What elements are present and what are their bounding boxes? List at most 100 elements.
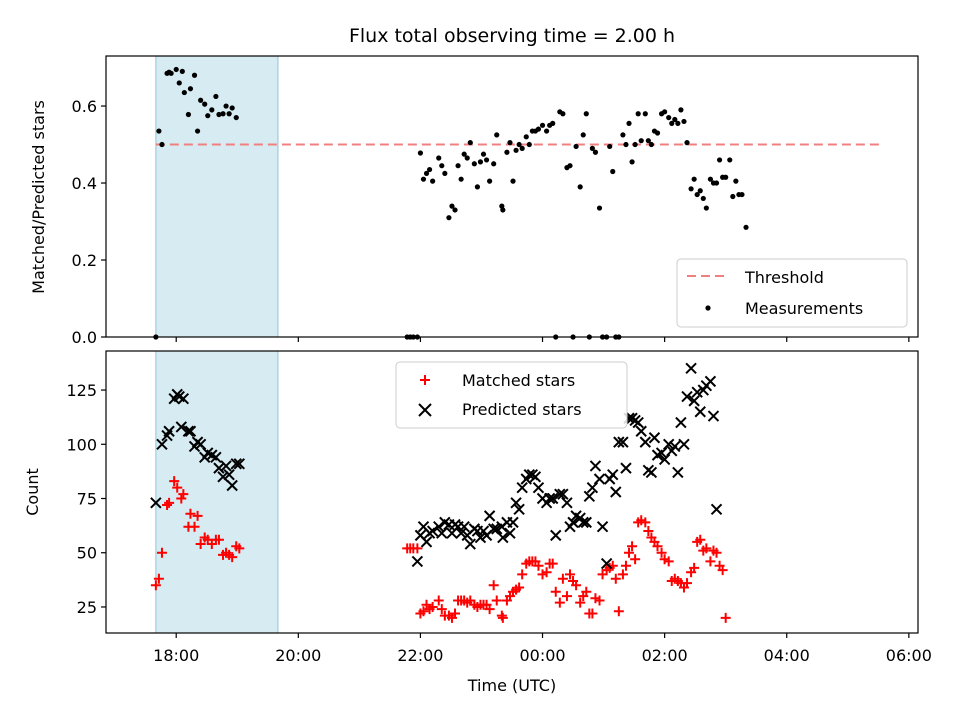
measurement-point bbox=[477, 159, 484, 165]
matched-stars-point bbox=[627, 541, 638, 552]
matched-stars-point bbox=[450, 608, 461, 619]
matched-stars-point bbox=[496, 610, 507, 621]
matched-stars-point bbox=[571, 580, 582, 591]
measurement-point bbox=[519, 145, 525, 151]
measurement-point bbox=[592, 149, 599, 155]
predicted-stars-point bbox=[230, 458, 242, 470]
matched-stars-point bbox=[550, 586, 561, 597]
measurement-point bbox=[694, 191, 700, 198]
predicted-stars-point bbox=[554, 488, 566, 500]
measurement-point bbox=[159, 141, 165, 148]
measurement-point bbox=[209, 107, 215, 113]
measurement-point bbox=[191, 72, 198, 78]
top-y-tick-label: 0.2 bbox=[72, 251, 97, 270]
predicted-stars-point bbox=[694, 406, 706, 418]
measurement-point bbox=[452, 207, 458, 213]
predicted-stars-point bbox=[678, 438, 690, 450]
measurement-point bbox=[507, 140, 513, 146]
measurement-point bbox=[461, 151, 467, 157]
predicted-stars-point bbox=[600, 557, 613, 570]
predicted-stars-point bbox=[586, 481, 599, 494]
measurement-point bbox=[216, 111, 222, 118]
top-y-tick-label: 0.0 bbox=[72, 328, 97, 347]
matched-stars-point bbox=[652, 541, 663, 552]
measurement-point bbox=[423, 170, 430, 177]
predicted-stars-point bbox=[474, 531, 487, 544]
predicted-stars-point bbox=[220, 460, 232, 472]
predicted-stars-point bbox=[639, 436, 652, 448]
matched-stars-point bbox=[436, 604, 447, 615]
measurement-point bbox=[487, 178, 493, 184]
measurement-point bbox=[669, 120, 675, 126]
measurement-point bbox=[179, 68, 185, 74]
measurement-point bbox=[626, 120, 632, 126]
predicted-stars-point bbox=[675, 416, 687, 429]
bottom-y-tick-label: 75 bbox=[77, 490, 97, 509]
predicted-stars-point bbox=[411, 555, 424, 568]
matched-stars-point bbox=[418, 606, 429, 617]
predicted-stars-point bbox=[658, 453, 671, 466]
matched-stars-point bbox=[624, 547, 635, 558]
measurement-point bbox=[220, 111, 226, 117]
predicted-stars-point bbox=[645, 466, 658, 479]
predicted-stars-point bbox=[458, 521, 470, 533]
matched-stars-point bbox=[533, 560, 544, 571]
matched-stars-point bbox=[643, 526, 654, 537]
matched-stars-point bbox=[561, 591, 572, 602]
measurement-point bbox=[654, 130, 661, 136]
measurement-point bbox=[543, 128, 550, 134]
measurement-point bbox=[700, 195, 706, 202]
measurement-point bbox=[426, 166, 433, 173]
predicted-stars-point bbox=[669, 440, 681, 453]
predicted-stars-point bbox=[688, 395, 700, 407]
bottom-y-tick-label: 50 bbox=[77, 544, 97, 563]
predicted-stars-point bbox=[226, 479, 238, 492]
predicted-stars-point bbox=[632, 416, 644, 429]
matched-stars-point bbox=[189, 521, 200, 532]
matched-stars-point bbox=[162, 500, 173, 511]
measurement-point bbox=[635, 111, 641, 117]
matched-stars-point bbox=[575, 597, 586, 608]
measurement-point bbox=[523, 134, 529, 140]
x-tick-label: 18:00 bbox=[153, 646, 199, 665]
measurement-point bbox=[417, 150, 424, 156]
measurement-point bbox=[743, 224, 749, 230]
predicted-stars-point bbox=[620, 462, 632, 474]
predicted-stars-point bbox=[655, 447, 668, 459]
matched-stars-point bbox=[514, 582, 525, 593]
predicted-stars-point bbox=[704, 375, 717, 388]
predicted-stars-point bbox=[691, 386, 703, 398]
x-axis-label: Time (UTC) bbox=[467, 676, 556, 695]
predicted-stars-point bbox=[213, 462, 225, 474]
measurement-point bbox=[510, 178, 516, 184]
top-shaded-region bbox=[155, 55, 279, 338]
matched-stars-point bbox=[610, 573, 621, 584]
matched-stars-point bbox=[717, 565, 728, 576]
measurement-point bbox=[697, 188, 703, 194]
x-tick-label: 06:00 bbox=[886, 646, 932, 665]
predicted-stars-point bbox=[487, 523, 500, 535]
measurement-point bbox=[539, 122, 546, 128]
measurement-point bbox=[739, 191, 745, 198]
bottom-y-tick-label: 25 bbox=[77, 598, 97, 617]
predicted-stars-point bbox=[497, 531, 509, 544]
measurement-point bbox=[156, 128, 162, 134]
matched-stars-point bbox=[682, 578, 693, 589]
predicted-stars-point bbox=[583, 490, 596, 503]
matched-stars-point bbox=[720, 612, 731, 623]
matched-stars-point bbox=[581, 586, 592, 597]
measurement-point bbox=[226, 111, 232, 117]
predicted-stars-point bbox=[577, 516, 589, 529]
matched-stars-point bbox=[427, 601, 438, 612]
predicted-stars-point bbox=[707, 410, 720, 422]
measurement-point bbox=[491, 161, 497, 167]
measurement-point bbox=[229, 105, 235, 111]
predicted-stars-point bbox=[681, 390, 693, 403]
predicted-stars-point bbox=[217, 471, 229, 483]
predicted-stars-point bbox=[504, 527, 516, 539]
measurement-point bbox=[483, 157, 490, 163]
measurement-point bbox=[648, 141, 655, 148]
measurement-point bbox=[205, 113, 211, 119]
measurement-point bbox=[526, 141, 532, 148]
predicted-stars-point bbox=[607, 468, 619, 481]
